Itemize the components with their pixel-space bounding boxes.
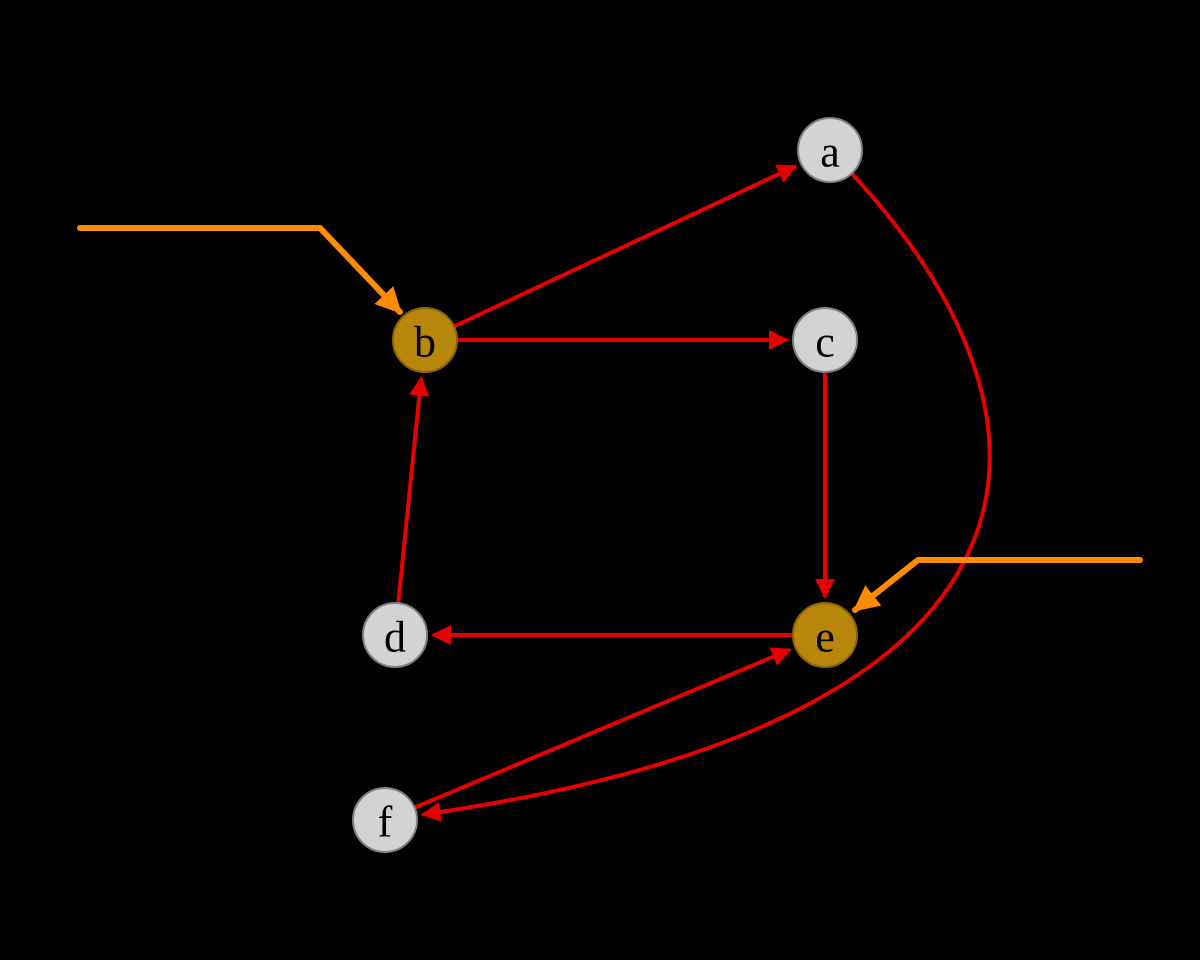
node-a-label: a: [820, 128, 840, 177]
node-e-label: e: [815, 613, 835, 662]
node-c: c: [793, 308, 857, 372]
node-f: f: [353, 788, 417, 852]
graph-diagram: a b c d e f: [0, 0, 1200, 960]
node-d-label: d: [384, 613, 406, 662]
node-a: a: [798, 118, 862, 182]
node-f-label: f: [378, 798, 393, 847]
node-c-label: c: [815, 318, 835, 367]
node-d: d: [363, 603, 427, 667]
node-e: e: [793, 603, 857, 667]
node-b: b: [393, 308, 457, 372]
node-b-label: b: [414, 318, 436, 367]
